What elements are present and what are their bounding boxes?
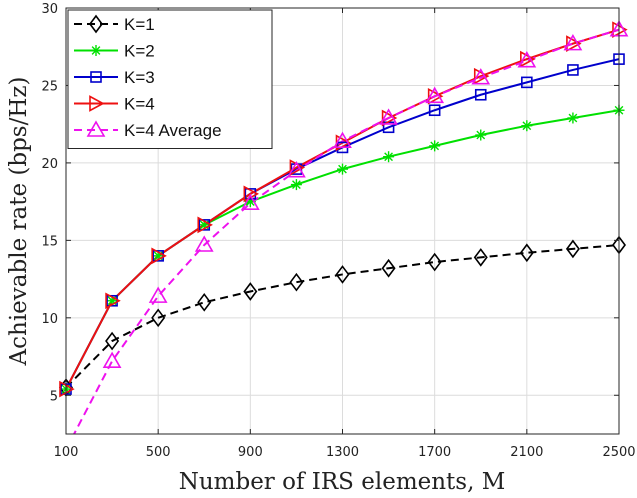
series-point-k-1 <box>243 282 258 301</box>
series-point-k-1 <box>473 248 488 267</box>
series-point-k-2-stroke <box>476 130 486 140</box>
x-tick-label: 1300 <box>326 445 359 460</box>
series-point-k-4 <box>105 292 121 310</box>
series-point-k-4-average <box>148 286 168 303</box>
series-point-k-3 <box>106 294 118 307</box>
x-tick-label: 1700 <box>418 445 451 460</box>
legend-marker-k-4-average <box>86 120 106 137</box>
series-point-k-2-stroke <box>522 121 532 131</box>
series-point-k-4 <box>381 109 398 127</box>
y-tick-label: 5 <box>50 389 58 404</box>
series-point-k-4-average <box>102 351 122 368</box>
legend-marker-k-2-stroke <box>91 46 101 55</box>
series-point-k-2-stroke <box>384 152 393 162</box>
y-tick-label: 30 <box>41 2 58 17</box>
legend-marker-k-4 <box>89 95 105 112</box>
series-point-k-2 <box>475 129 487 141</box>
x-tick-label: 100 <box>54 445 79 460</box>
legend: K=1 K=2 K=3 K=4 K=4 Average <box>67 9 273 149</box>
series-point-k-4-average <box>379 108 398 125</box>
series-point-k-1 <box>105 331 120 351</box>
legend-label-k-2: K=2 <box>124 42 155 61</box>
y-tick-label: 20 <box>41 157 58 172</box>
series-point-k-1 <box>519 243 534 263</box>
series-point-k-4 <box>151 247 167 265</box>
series-point-k-1 <box>289 272 304 292</box>
legend-label-k-1: K=1 <box>124 15 155 34</box>
series-line-k-4-average <box>72 28 619 434</box>
series-point-k-4-average <box>287 161 306 178</box>
series-point-k-1 <box>565 239 580 259</box>
series-point-k-4-average <box>194 235 214 252</box>
y-axis-title: Achievable rate (bps/Hz) <box>6 77 32 367</box>
series-point-k-2-stroke <box>338 164 347 174</box>
x-tick-label: 500 <box>146 445 171 460</box>
series-point-k-2-stroke <box>292 180 301 189</box>
x-tick-label: 900 <box>238 445 263 460</box>
y-tick-label: 15 <box>41 234 58 249</box>
y-tick-label: 10 <box>41 312 58 327</box>
series-point-k-4 <box>473 67 490 85</box>
series-point-k-3 <box>567 64 579 76</box>
series-point-k-4 <box>566 35 582 52</box>
series-point-k-4-average <box>425 86 445 104</box>
x-tick-label: 2500 <box>602 445 635 460</box>
series-point-k-4-average <box>240 193 260 210</box>
series-point-k-1 <box>151 308 166 328</box>
series-point-k-2 <box>567 112 579 124</box>
series-point-k-2-stroke <box>430 141 440 151</box>
series-point-k-1 <box>381 258 396 278</box>
series-point-k-3 <box>152 250 164 262</box>
legend-marker-k-3 <box>90 71 102 83</box>
x-axis-title: Number of IRS elements, M <box>179 469 506 495</box>
series-point-k-3 <box>428 104 441 117</box>
series-point-k-3 <box>198 219 211 231</box>
legend-marker-k-2 <box>90 45 102 56</box>
series-point-k-4-average <box>333 131 352 149</box>
series-point-k-2 <box>383 151 395 163</box>
series-point-k-1 <box>427 252 442 272</box>
y-tick-label: 25 <box>41 79 58 94</box>
series-point-k-4-average <box>471 68 491 85</box>
series-point-k-4-average <box>517 51 537 68</box>
series-point-k-1 <box>197 292 212 312</box>
x-tick-label: 2100 <box>510 445 543 460</box>
series-line-k-1 <box>66 244 619 389</box>
legend-box <box>67 9 273 149</box>
series-point-k-4 <box>427 87 444 105</box>
series-point-k-4 <box>197 216 213 234</box>
series-point-k-3 <box>244 188 257 200</box>
series-point-k-4 <box>520 50 536 68</box>
legend-label-k-4-average: K=4 Average <box>124 121 222 140</box>
series-point-k-1 <box>335 265 350 284</box>
series-point-k-2 <box>290 179 302 191</box>
series-point-k-2-stroke <box>568 113 578 123</box>
legend-marker-k-1 <box>89 14 103 34</box>
series-point-k-2 <box>429 140 441 152</box>
series-point-k-2 <box>521 120 533 132</box>
series-point-k-3 <box>521 76 533 89</box>
series-point-k-3 <box>474 88 487 101</box>
series-point-k-2 <box>337 163 348 175</box>
legend-label-k-4: K=4 <box>124 95 155 114</box>
series-point-k-4-average <box>563 34 583 51</box>
legend-label-k-3: K=3 <box>124 68 155 87</box>
